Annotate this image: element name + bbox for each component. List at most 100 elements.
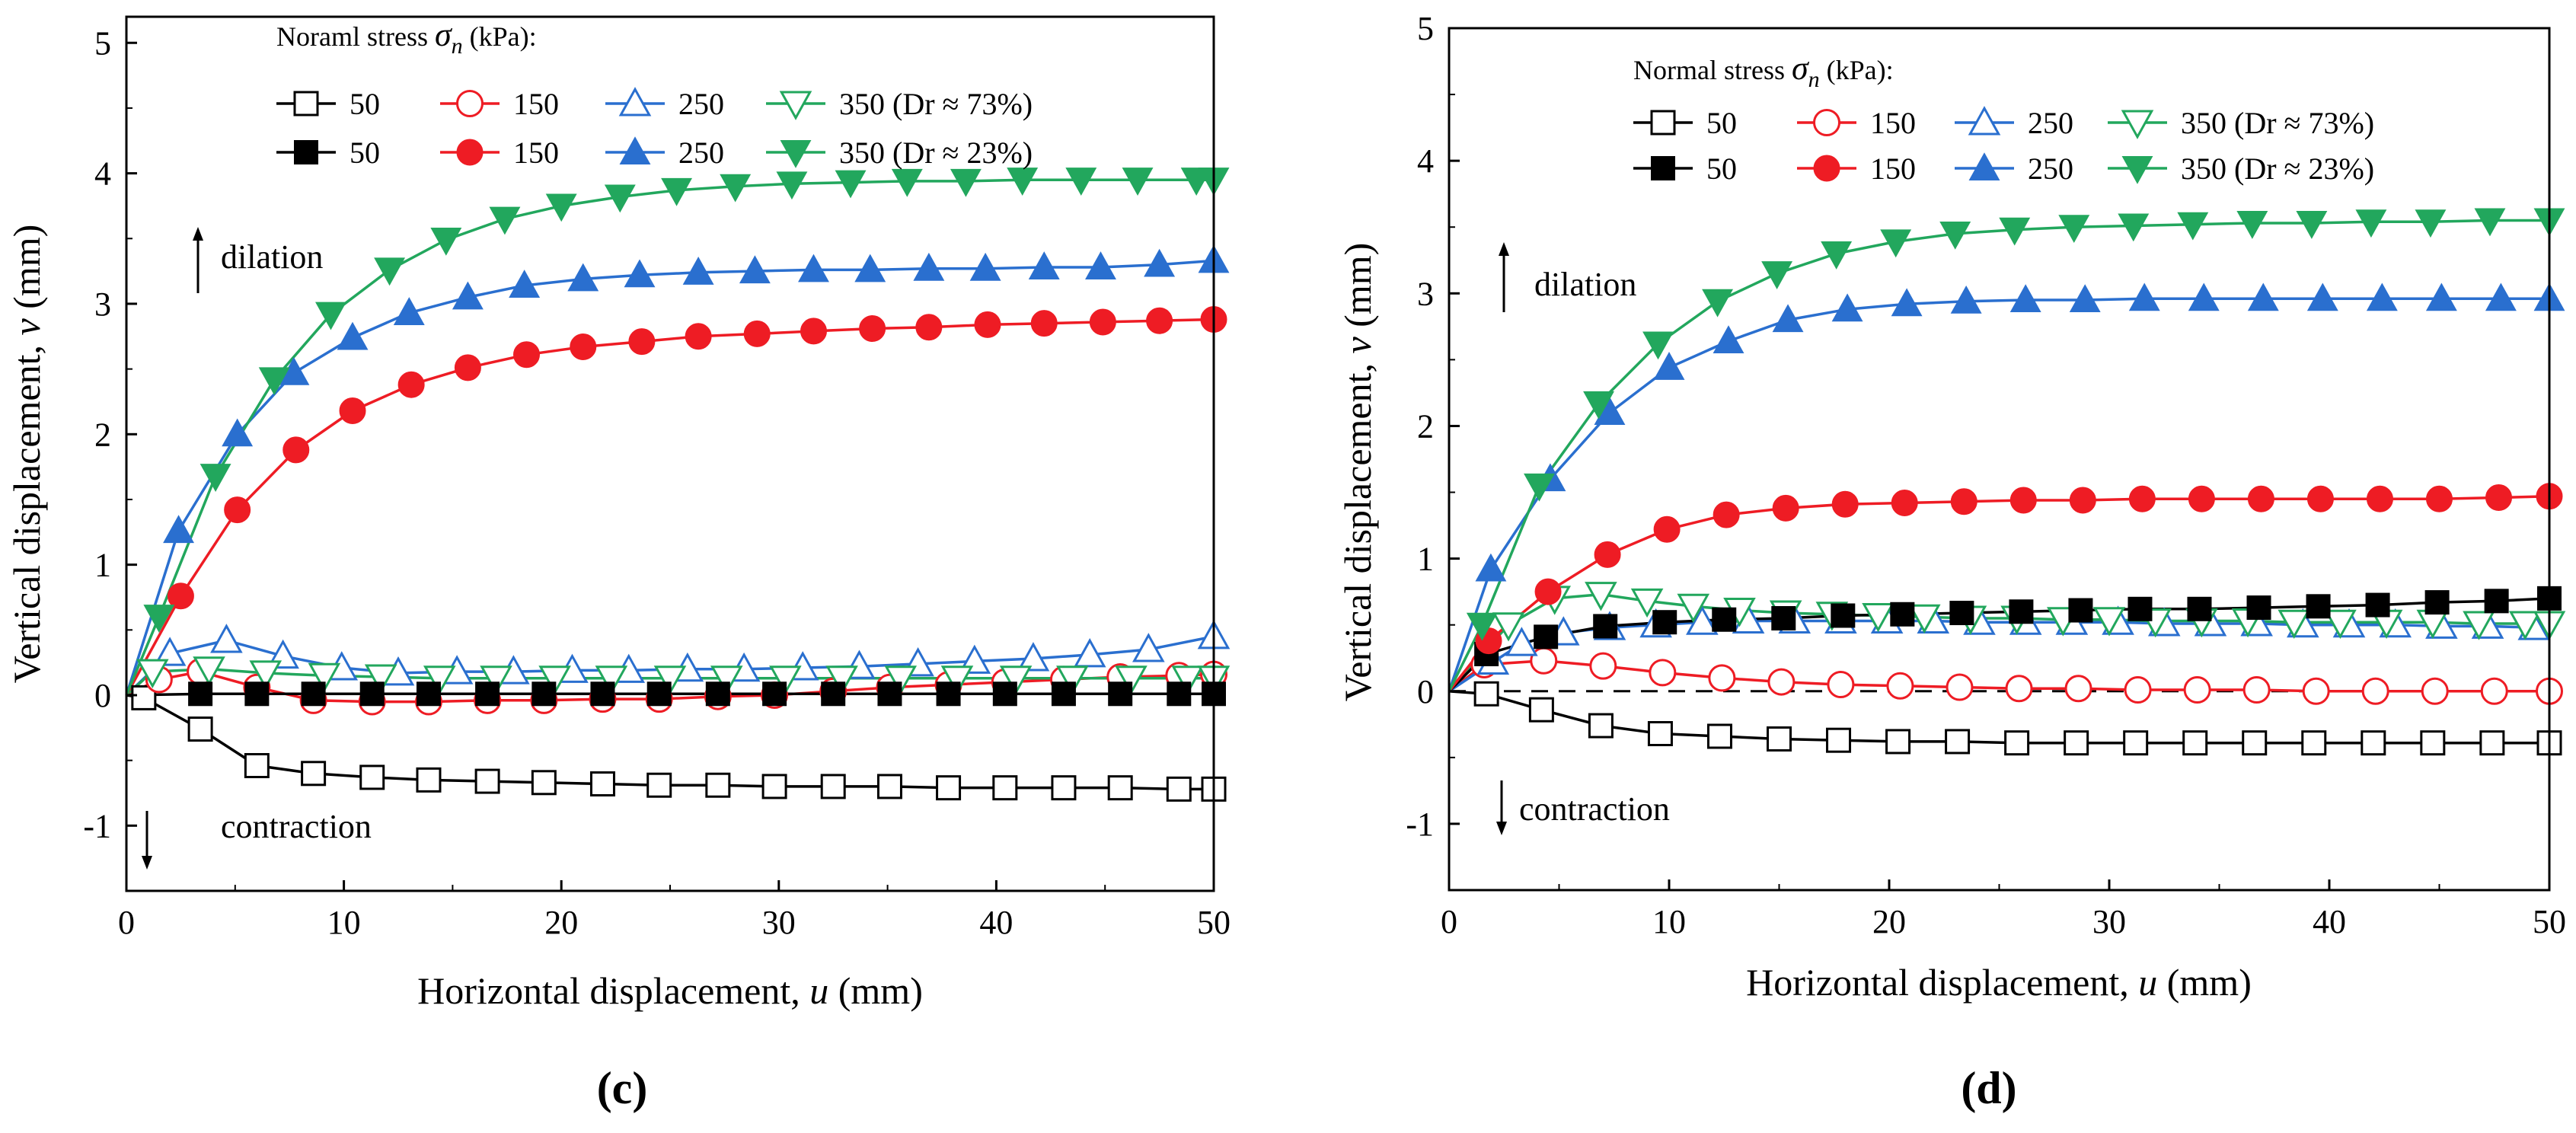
data-point: [187, 717, 213, 742]
legend-entry-50-row2: 50: [1633, 152, 1737, 186]
x-tick-label: 0: [118, 904, 135, 941]
data-point: [2361, 730, 2386, 756]
data-point: [1761, 261, 1793, 289]
data-point: [2421, 677, 2449, 705]
data-point: [136, 659, 169, 688]
y-tick-label: -1: [1406, 806, 1434, 843]
data-point: [1028, 251, 1060, 279]
data-point: [1946, 673, 1974, 701]
data-point: [682, 257, 714, 285]
data-point: [859, 315, 886, 343]
data-point: [2005, 675, 2033, 703]
data-point: [1885, 729, 1911, 755]
data-point: [820, 774, 846, 799]
data-point: [570, 333, 597, 360]
data-point: [1945, 729, 1971, 755]
data-point: [2247, 282, 2279, 311]
x-axis-label-d: Horizontal displacement, u (mm): [1746, 961, 2252, 1004]
data-point: [2069, 284, 2101, 313]
y-tick-label: 1: [94, 547, 111, 584]
data-point: [1702, 289, 1734, 318]
data-point: [2177, 212, 2209, 241]
legend-label: 150: [513, 87, 559, 121]
data-point: [1475, 553, 1507, 582]
data-point: [2278, 609, 2311, 640]
legend-marker: [780, 140, 812, 168]
data-point: [210, 624, 243, 653]
data-point: [624, 259, 656, 288]
data-point: [249, 660, 282, 690]
data-point: [1767, 726, 1792, 752]
y-tick-label: 5: [1417, 10, 1434, 47]
data-point: [1492, 612, 1525, 642]
data-point: [2188, 282, 2220, 311]
data-point: [1949, 601, 1974, 626]
data-point: [1827, 671, 1855, 699]
data-point: [1473, 681, 1499, 707]
data-point: [513, 341, 541, 369]
data-point: [2068, 598, 2093, 623]
legend-label: 50: [350, 136, 380, 170]
legend-entry-350-row1: 350 (Dr ≈ 73%): [2108, 106, 2374, 140]
data-point: [1056, 665, 1089, 695]
data-point: [1647, 720, 1673, 746]
data-point: [2365, 592, 2390, 618]
legend-label: 350 (Dr ≈ 23%): [2181, 152, 2374, 186]
data-point: [1891, 288, 1923, 317]
data-point: [1051, 681, 1076, 707]
legend-label: 50: [1706, 106, 1737, 140]
data-point: [1886, 672, 1914, 700]
frame-d: [1448, 27, 2551, 892]
data-point: [452, 281, 484, 310]
data-point: [2479, 730, 2505, 756]
data-point: [374, 257, 406, 286]
data-point: [913, 252, 945, 281]
data-point: [950, 168, 982, 197]
data-point: [2485, 282, 2517, 311]
data-point: [2182, 730, 2208, 756]
data-point: [1950, 488, 1977, 515]
data-point: [282, 436, 310, 464]
legend-d: 50 150 250 350 (Dr ≈ 73%) 50 150 250 350 (Dr ≈ …: [1633, 106, 2374, 186]
legend-entry-250-row1: 250: [605, 87, 724, 121]
y-tick-label: 4: [1417, 142, 1434, 180]
legend-label: 150: [513, 136, 559, 170]
data-point: [1999, 217, 2031, 246]
legend-label: 150: [1870, 106, 1916, 140]
data-point: [1108, 681, 1133, 707]
data-point: [743, 320, 771, 347]
data-point: [1706, 723, 1732, 749]
data-point: [835, 170, 867, 199]
legend-title-c: Noraml stress σn (kPa):: [276, 16, 537, 59]
series-markers-150-row2: [167, 306, 1227, 610]
legend-label: 350 (Dr ≈ 73%): [839, 87, 1033, 121]
data-point: [2424, 590, 2450, 615]
data-point: [337, 321, 369, 350]
series-line-250-row2: [1448, 297, 2549, 692]
data-point: [1534, 578, 1562, 605]
data-point: [2296, 211, 2328, 239]
contraction-arrowhead-c: [142, 856, 152, 870]
axis-ticks-c: 0 10 20 30 40 50 -1 0 1 2 3 4 5: [83, 24, 1231, 941]
data-point: [1831, 490, 1859, 518]
data-point: [2118, 213, 2150, 242]
legend-marker: [293, 91, 319, 116]
data-point: [1122, 168, 1154, 196]
data-point: [1653, 515, 1681, 543]
data-point: [1767, 668, 1796, 696]
data-point: [531, 681, 557, 707]
data-point: [1585, 582, 1617, 611]
panel-c: 0 10 20 30 40 50 -1 0 1 2 3 4 5 Horizontal displacem…: [5, 15, 1231, 1113]
data-point: [1051, 775, 1077, 801]
data-point: [2415, 209, 2447, 238]
legend-entry-150-row2: 150: [440, 136, 559, 170]
data-point: [2242, 676, 2271, 704]
data-point: [1085, 251, 1116, 279]
data-point: [545, 193, 577, 222]
data-point: [992, 681, 1017, 707]
legend-entry-50-row1: 50: [1633, 106, 1737, 140]
data-point: [2069, 487, 2096, 514]
panel-label-d: (d): [1961, 1063, 2016, 1113]
data-point: [2188, 485, 2215, 512]
data-point: [2420, 730, 2446, 756]
